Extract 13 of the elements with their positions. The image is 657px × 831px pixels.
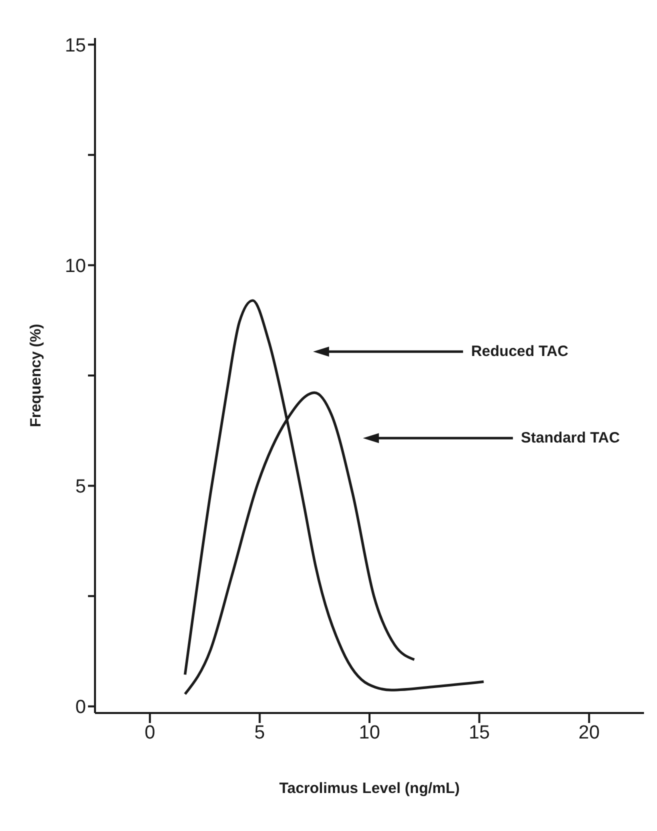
annotation: Reduced TAC [471, 343, 568, 360]
y-tick-label: 5 [75, 476, 86, 498]
y-axis-title: Frequency (%) [27, 324, 44, 428]
x-tick-label: 10 [358, 722, 380, 744]
x-tick-label: 0 [144, 722, 156, 744]
x-tick-label: 5 [254, 722, 265, 744]
x-tick-label: 20 [578, 722, 600, 744]
y-tick-label: 15 [64, 35, 86, 56]
y-tick-label: 0 [75, 697, 86, 718]
annotation: Standard TAC [520, 430, 620, 447]
y-tick-label: 10 [64, 256, 86, 277]
x-axis-title: Tacrolimus Level (ng/mL) [279, 780, 460, 797]
x-tick-label: 15 [468, 722, 490, 744]
